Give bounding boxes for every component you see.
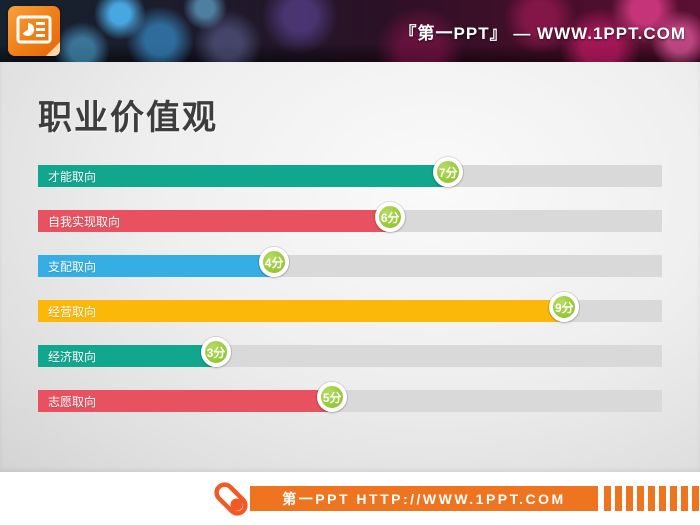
bar-segment: 支配取向 4分	[38, 247, 290, 277]
chart-row: 支配取向 4分	[38, 247, 662, 277]
powerpoint-document-icon	[8, 6, 60, 56]
bar-segment: 自我实现取向 6分	[38, 202, 406, 232]
score-badge: 7分	[433, 157, 464, 187]
bar-segment: 才能取向 7分	[38, 157, 464, 187]
slide-footer: 第一PPT HTTP://WWW.1PPT.COM	[0, 472, 700, 525]
bar-category-label: 自我实现取向	[48, 214, 121, 229]
chart-row: 志愿取向 5分	[38, 382, 662, 412]
bar-segment: 志愿取向 5分	[38, 382, 348, 412]
header-site-text: 『第一PPT』 — WWW.1PPT.COM	[399, 23, 686, 43]
score-badge: 4分	[259, 247, 290, 277]
bar-chart: 才能取向 7分自我实现取向 6分支配取向 4分经营取向 9分经济取向 3分志愿取向 5分	[38, 157, 662, 435]
barcode-stripes-decoration	[604, 486, 700, 511]
chart-row: 经营取向 9分	[38, 292, 662, 322]
capsule-icon	[212, 478, 250, 520]
presentation-glyph	[16, 15, 52, 44]
bar-segment: 经营取向 9分	[38, 292, 580, 322]
score-badge: 9分	[549, 292, 580, 322]
bar-category-label: 支配取向	[48, 259, 97, 274]
bar-chart-rows: 才能取向 7分自我实现取向 6分支配取向 4分经营取向 9分经济取向 3分志愿取向 5分	[38, 157, 662, 412]
bar-segment: 经济取向 3分	[38, 337, 232, 367]
bar-category-label: 志愿取向	[48, 394, 97, 409]
footer-url-banner: 第一PPT HTTP://WWW.1PPT.COM	[250, 486, 598, 511]
slide-body: 职业价值观 才能取向 7分自我实现取向 6分支配取向 4分经营取向 9分经济取向 3分志愿…	[0, 62, 700, 472]
slide-title: 职业价值观	[38, 99, 218, 137]
chart-row: 才能取向 7分	[38, 157, 662, 187]
score-badge: 5分	[317, 382, 348, 412]
slide-header-banner: 『第一PPT』 — WWW.1PPT.COM	[0, 0, 700, 62]
bar-category-label: 经济取向	[48, 349, 97, 364]
score-badge: 6分	[375, 202, 406, 232]
score-badge: 3分	[201, 337, 232, 367]
folded-corner	[46, 42, 60, 56]
bar-category-label: 经营取向	[48, 304, 97, 319]
chart-row: 经济取向 3分	[38, 337, 662, 367]
chart-row: 自我实现取向 6分	[38, 202, 662, 232]
bar-category-label: 才能取向	[48, 169, 97, 184]
